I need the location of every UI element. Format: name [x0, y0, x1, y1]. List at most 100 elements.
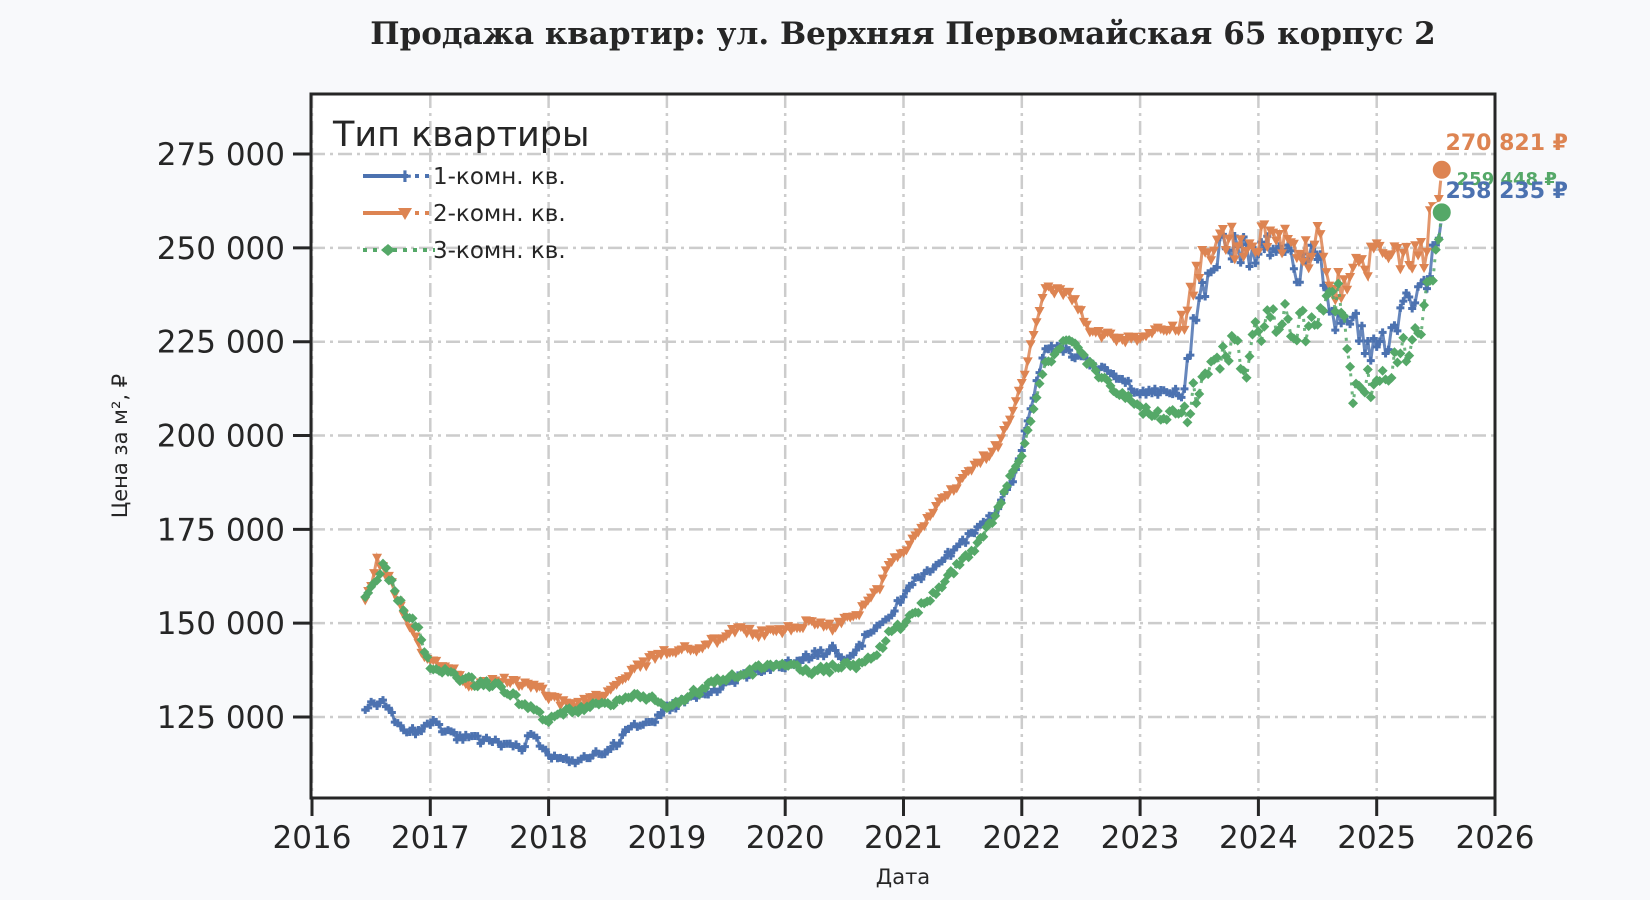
triangle-down-marker-icon [1333, 268, 1344, 278]
plus-marker-icon [1405, 293, 1414, 302]
plus-marker-icon [1352, 309, 1360, 318]
diamond-marker-icon [1427, 275, 1438, 286]
plus-marker-icon [417, 727, 426, 736]
last-value-dot [1430, 158, 1453, 181]
plus-marker-icon [458, 735, 467, 744]
triangle-down-marker-icon [1374, 241, 1385, 251]
triangle-down-marker-icon [1433, 195, 1444, 205]
plus-marker-icon [1289, 264, 1298, 273]
triangle-down-marker-icon [1407, 264, 1418, 274]
triangle-down-marker-icon [1185, 282, 1196, 292]
y-tick-label: 225 000 [157, 325, 285, 361]
triangle-down-marker-icon [573, 697, 584, 707]
diamond-marker-icon [1203, 369, 1214, 380]
plus-marker-icon [946, 551, 955, 560]
triangle-down-marker-icon [1235, 235, 1246, 245]
triangle-down-marker-icon [1203, 248, 1214, 258]
x-tick-label: 2021 [864, 820, 943, 856]
plus-marker-icon [1354, 337, 1363, 346]
plus-marker-icon [615, 739, 624, 748]
diamond-marker-icon [1342, 343, 1353, 354]
plus-marker-icon [831, 646, 840, 655]
diamond-marker-icon [1223, 355, 1234, 366]
y-tick-label: 150 000 [157, 606, 285, 642]
plus-marker-icon [1411, 298, 1420, 307]
plus-marker-icon [1384, 345, 1393, 354]
triangle-down-marker-icon [874, 585, 885, 595]
triangle-down-marker-icon [1025, 340, 1036, 350]
annotations: 270 821 ₽ 259 448 ₽258 235 ₽ [1430, 131, 1568, 224]
x-tick-label: 2017 [391, 820, 470, 856]
diamond-marker-icon [1419, 300, 1430, 311]
plus-marker-icon [801, 650, 810, 659]
diamond-marker-icon [1244, 351, 1255, 362]
plus-marker-icon [473, 732, 482, 741]
plus-marker-icon [1266, 251, 1275, 260]
triangle-down-marker-icon [753, 633, 764, 643]
diamond-marker-icon [413, 622, 424, 633]
y-tick-label: 125 000 [157, 700, 285, 736]
y-tick-label: 275 000 [157, 137, 285, 173]
plus-marker-icon [435, 720, 444, 729]
plus-marker-icon [970, 529, 979, 538]
diamond-marker-icon [1359, 387, 1370, 398]
plus-marker-icon [1109, 370, 1118, 379]
triangle-down-marker-icon [1194, 273, 1205, 283]
triangle-down-marker-icon [1232, 242, 1243, 252]
legend-item-1room: ✚ 1-комн. кв. [363, 164, 566, 190]
diamond-marker-icon [1291, 335, 1302, 346]
diamond-marker-icon [1345, 361, 1356, 372]
diamond-marker-icon [1188, 378, 1199, 389]
triangle-down-marker-icon [1120, 338, 1131, 348]
x-tick-label: 2022 [982, 820, 1061, 856]
series-3 [360, 207, 1447, 728]
x-axis-label: Дата [876, 865, 930, 889]
triangle-down-marker-icon [1220, 246, 1231, 256]
diamond-marker-icon [1217, 341, 1228, 352]
diamond-marker-icon [987, 518, 998, 529]
diamond-marker-icon [877, 643, 888, 654]
diamond-marker-icon [1339, 311, 1350, 322]
diamond-marker-icon [1046, 356, 1057, 367]
triangle-down-marker-icon [1277, 249, 1288, 259]
triangle-down-marker-icon [975, 459, 986, 469]
diamond-marker-icon [1232, 335, 1243, 346]
plus-marker-icon [816, 646, 825, 655]
plus-marker-icon [387, 708, 396, 717]
diamond-marker-icon [948, 568, 959, 579]
diamond-marker-icon [1398, 332, 1409, 343]
plus-marker-icon [1366, 356, 1375, 365]
diamond-marker-icon [990, 510, 1001, 521]
plus-marker-icon [852, 646, 861, 655]
triangle-down-marker-icon [1315, 230, 1326, 240]
plus-marker-icon [1390, 321, 1399, 330]
triangle-down-marker-icon [928, 508, 939, 518]
diamond-marker-icon [996, 497, 1007, 508]
triangle-down-marker-icon [1004, 415, 1015, 425]
triangle-down-marker-icon [854, 611, 865, 621]
triangle-down-marker-icon [1010, 397, 1021, 407]
diamond-marker-icon [395, 595, 406, 606]
legend-title: Тип квартиры [332, 115, 590, 155]
plus-marker-icon [1393, 326, 1402, 335]
plus-marker-icon [896, 598, 905, 607]
diamond-marker-icon [407, 613, 418, 624]
plus-marker-icon [541, 745, 550, 754]
legend-label: 1-комн. кв. [433, 164, 566, 190]
last-value-label: 270 821 ₽ [1446, 131, 1568, 156]
plus-marker-icon [1360, 349, 1369, 358]
triangle-down-marker-icon [987, 447, 998, 457]
diamond-marker-icon [871, 650, 882, 661]
triangle-down-marker-icon [431, 656, 442, 666]
last-value-dot [1430, 201, 1453, 224]
diamond-marker-icon [1297, 305, 1308, 316]
triangle-down-marker-icon [552, 693, 563, 703]
triangle-down-marker-icon [1241, 246, 1252, 256]
diamond-marker-icon [925, 595, 936, 606]
plus-marker-icon [1378, 328, 1387, 337]
triangle-down-marker-icon [1413, 251, 1424, 261]
plus-marker-icon [1198, 278, 1207, 287]
diamond-marker-icon [1392, 357, 1403, 368]
legend-item-3room: 3-комн. кв. [363, 238, 566, 264]
diamond-marker-icon [1191, 398, 1202, 409]
